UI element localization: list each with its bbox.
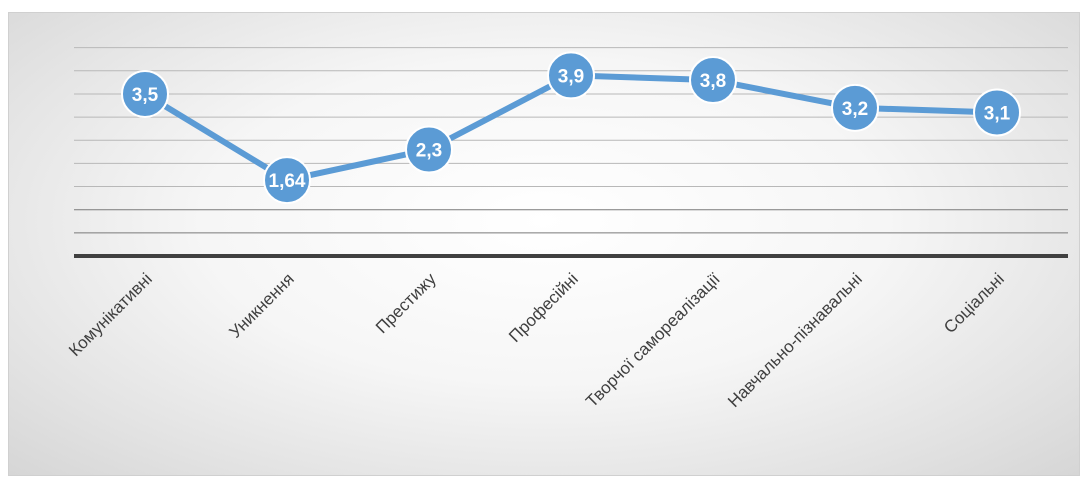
data-point-marker (405, 125, 453, 174)
data-label: 3,5 (132, 85, 159, 106)
data-label: 3,1 (984, 103, 1011, 124)
data-point-marker (831, 83, 879, 132)
data-label: 3,2 (842, 99, 868, 120)
data-point-marker (689, 56, 737, 105)
x-tick-label: Престижу (372, 269, 440, 337)
x-tick-label: Творчої самореалізації (582, 269, 724, 411)
data-label: 3,9 (558, 66, 584, 87)
data-point-marker (121, 69, 169, 118)
data-point-marker (547, 51, 595, 100)
x-tick-label: Соціальні (940, 269, 1008, 337)
data-point-marker (973, 88, 1021, 137)
data-point-marker (263, 156, 311, 205)
x-tick-label: Комунікативні (65, 269, 156, 360)
data-label: 2,3 (416, 141, 442, 162)
data-label: 1,64 (269, 171, 306, 192)
data-label: 3,8 (700, 71, 726, 92)
x-tick-label: Навчально-пізнавальні (724, 269, 866, 411)
x-tick-label: Уникнення (226, 269, 298, 341)
x-tick-label: Професійні (505, 269, 582, 346)
